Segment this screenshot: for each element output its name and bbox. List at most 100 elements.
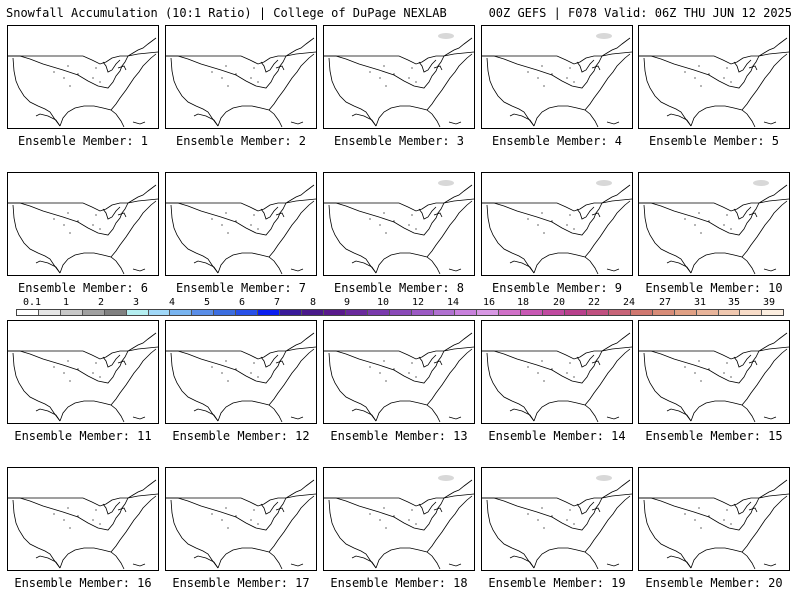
terrain-dot (415, 228, 417, 230)
terrain-dot (573, 228, 575, 230)
colorbar-tick-label: 31 (693, 297, 707, 308)
terrain-dot (227, 527, 229, 529)
terrain-dot (379, 224, 381, 226)
coastline-path (324, 184, 473, 236)
coastline-path (110, 53, 157, 111)
ensemble-member-label: Ensemble Member: 6 (17, 281, 149, 295)
terrain-dot (385, 527, 387, 529)
colorbar-segment (696, 310, 719, 315)
terrain-dot (221, 224, 223, 226)
coastline-path (482, 37, 631, 89)
ensemble-member-label: Ensemble Member: 19 (488, 576, 626, 590)
terrain-dot (92, 224, 94, 226)
terrain-dot (527, 71, 529, 73)
colorbar-segment (652, 310, 675, 315)
coastline-path (8, 493, 158, 507)
colorbar-segment (17, 310, 39, 315)
coastline-path (448, 268, 462, 272)
coastline-path (741, 53, 788, 111)
coastline-path (193, 260, 219, 274)
colorbar-segment (455, 310, 478, 315)
conus-contour-map (8, 332, 158, 423)
terrain-dot (537, 224, 539, 226)
ensemble-panel-map (165, 320, 317, 424)
colorbar-tick-label: 12 (411, 297, 425, 308)
terrain-dot (221, 372, 223, 374)
conus-contour-map (639, 479, 789, 570)
snow-area (596, 33, 612, 39)
coastline-path (110, 495, 157, 553)
conus-contour-map (166, 184, 316, 275)
coastline-path (193, 113, 219, 127)
coastline-path (576, 501, 601, 515)
coastline-path (690, 400, 756, 423)
terrain-dot (385, 380, 387, 382)
terrain-dot (551, 73, 553, 75)
terrain-dot (211, 218, 213, 220)
coastline-path (639, 198, 789, 212)
coastline-path (426, 348, 473, 406)
coastline-path (639, 346, 789, 360)
terrain-dot (250, 372, 252, 374)
coastline-path (486, 57, 535, 127)
terrain-dot (393, 368, 395, 370)
coastline-path (666, 408, 692, 422)
terrain-dot (227, 85, 229, 87)
ensemble-panel-map (481, 320, 633, 424)
coastline-path (763, 416, 777, 420)
terrain-dot (527, 366, 529, 368)
ensemble-member-label: Ensemble Member: 14 (488, 429, 626, 443)
colorbar-tick-label: 35 (727, 297, 741, 308)
ensemble-panel-map (638, 467, 790, 571)
ensemble-member-label: Ensemble Member: 9 (491, 281, 623, 295)
coastline-path (482, 479, 631, 531)
terrain-dot (53, 71, 55, 73)
terrain-dot (227, 232, 229, 234)
colorbar-tick-label: 8 (309, 297, 317, 308)
conus-contour-map (8, 479, 158, 570)
terrain-dot (383, 65, 385, 67)
ensemble-member-label: Ensemble Member: 18 (330, 576, 468, 590)
colorbar-tick-label: 0.1 (22, 297, 42, 308)
colorbar-segment (477, 310, 500, 315)
terrain-dot (92, 77, 94, 79)
conus-contour-map (166, 479, 316, 570)
terrain-dot (92, 519, 94, 521)
terrain-dot (227, 380, 229, 382)
ensemble-member-label: Ensemble Member: 1 (17, 134, 149, 148)
coastline-path (375, 400, 441, 423)
terrain-dot (235, 73, 237, 75)
terrain-dot (684, 218, 686, 220)
terrain-dot (393, 220, 395, 222)
ensemble-panel-map (7, 467, 159, 571)
coastline-path (584, 53, 631, 111)
snow-area (438, 180, 454, 186)
terrain-dot (99, 523, 101, 525)
terrain-dot (221, 77, 223, 79)
colorbar-segment (740, 310, 763, 315)
coastline-path (217, 252, 283, 275)
terrain-dot (253, 67, 255, 69)
coastline-path (690, 252, 756, 275)
ensemble-panel-map (638, 25, 790, 129)
colorbar-segment (148, 310, 171, 315)
coastline-path (643, 352, 692, 422)
coastline-path (482, 198, 632, 212)
terrain-dot (53, 513, 55, 515)
terrain-dot (700, 232, 702, 234)
coastline-path (763, 268, 777, 272)
terrain-dot (730, 81, 732, 83)
conus-contour-map (324, 332, 474, 423)
terrain-dot (250, 77, 252, 79)
coastline-path (260, 59, 285, 73)
coastline-path (260, 354, 285, 368)
coastline-path (8, 184, 157, 236)
coastline-path (639, 37, 788, 89)
coastline-path (606, 563, 620, 567)
coastline-path (217, 547, 283, 570)
colorbar-segment (762, 310, 784, 315)
map-title: Snowfall Accumulation (10:1 Ratio) | Col… (6, 6, 447, 20)
ensemble-panel-map (323, 320, 475, 424)
coastline-path (8, 198, 158, 212)
terrain-dot (698, 360, 700, 362)
